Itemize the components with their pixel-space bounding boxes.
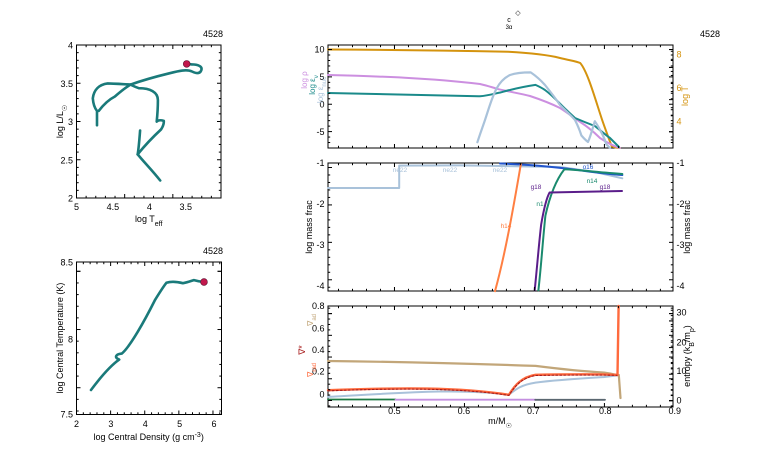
svg-text:-4: -4 <box>677 281 685 291</box>
svg-text:10: 10 <box>314 45 324 55</box>
svg-text:log Central Density (g cm-3): log Central Density (g cm-3) <box>94 432 204 443</box>
svg-text:4528: 4528 <box>203 246 223 256</box>
svg-text:4528: 4528 <box>203 29 223 39</box>
svg-text:0.5: 0.5 <box>388 406 401 416</box>
svg-text:0.8: 0.8 <box>312 301 325 311</box>
svg-text:4.5: 4.5 <box>107 202 120 212</box>
svg-text:4: 4 <box>68 41 73 51</box>
svg-text:-3: -3 <box>316 240 324 250</box>
svg-text:5: 5 <box>74 202 79 212</box>
svg-text:log Central Temperature (K): log Central Temperature (K) <box>55 283 65 394</box>
svg-text:7.5: 7.5 <box>60 410 73 420</box>
svg-text:log mass frac: log mass frac <box>682 200 692 254</box>
svg-text:log T: log T <box>680 86 690 106</box>
svg-text:-2: -2 <box>316 199 324 209</box>
svg-text:2: 2 <box>68 194 73 204</box>
svg-text:4: 4 <box>143 419 148 429</box>
svg-text:ne22: ne22 <box>493 167 508 174</box>
svg-text:0.8: 0.8 <box>599 406 612 416</box>
svg-text:n1: n1 <box>536 201 544 208</box>
svg-text:g18: g18 <box>600 184 611 191</box>
svg-text:h14: h14 <box>501 223 512 230</box>
svg-text:0.9: 0.9 <box>668 406 681 416</box>
svg-text:-1: -1 <box>677 158 685 168</box>
svg-text:3: 3 <box>108 419 113 429</box>
svg-text:0: 0 <box>319 390 324 400</box>
svg-text:0.7: 0.7 <box>527 406 540 416</box>
svg-text:4: 4 <box>677 117 682 127</box>
svg-text:n14: n14 <box>587 178 598 185</box>
svg-text:∇*: ∇* <box>297 345 307 356</box>
svg-text:3: 3 <box>68 117 73 127</box>
svg-text:0: 0 <box>677 396 682 406</box>
svg-text:3α: 3α <box>506 25 513 31</box>
svg-text:3.5: 3.5 <box>180 202 193 212</box>
svg-text:2: 2 <box>74 419 79 429</box>
svg-text:2.5: 2.5 <box>60 155 73 165</box>
svg-text:o16: o16 <box>583 164 594 171</box>
svg-text:◇: ◇ <box>515 10 521 17</box>
svg-text:0.6: 0.6 <box>458 406 471 416</box>
svg-text:-5: -5 <box>316 127 324 137</box>
svg-text:-1: -1 <box>316 158 324 168</box>
svg-text:-4: -4 <box>316 281 324 291</box>
svg-text:ne22: ne22 <box>393 167 408 174</box>
svg-text:c: c <box>507 17 511 24</box>
svg-text:g18: g18 <box>531 184 542 191</box>
svg-text:log mass frac: log mass frac <box>304 200 314 254</box>
svg-text:3.5: 3.5 <box>60 79 73 89</box>
svg-text:8.5: 8.5 <box>60 258 73 268</box>
svg-text:4528: 4528 <box>700 29 720 39</box>
svg-text:8: 8 <box>677 50 682 60</box>
svg-text:6: 6 <box>211 419 216 429</box>
svg-text:4: 4 <box>147 202 152 212</box>
svg-text:5: 5 <box>177 419 182 429</box>
svg-text:0.4: 0.4 <box>312 345 325 355</box>
svg-text:8: 8 <box>68 335 73 345</box>
svg-text:ne22: ne22 <box>443 167 458 174</box>
svg-text:30: 30 <box>677 308 687 318</box>
